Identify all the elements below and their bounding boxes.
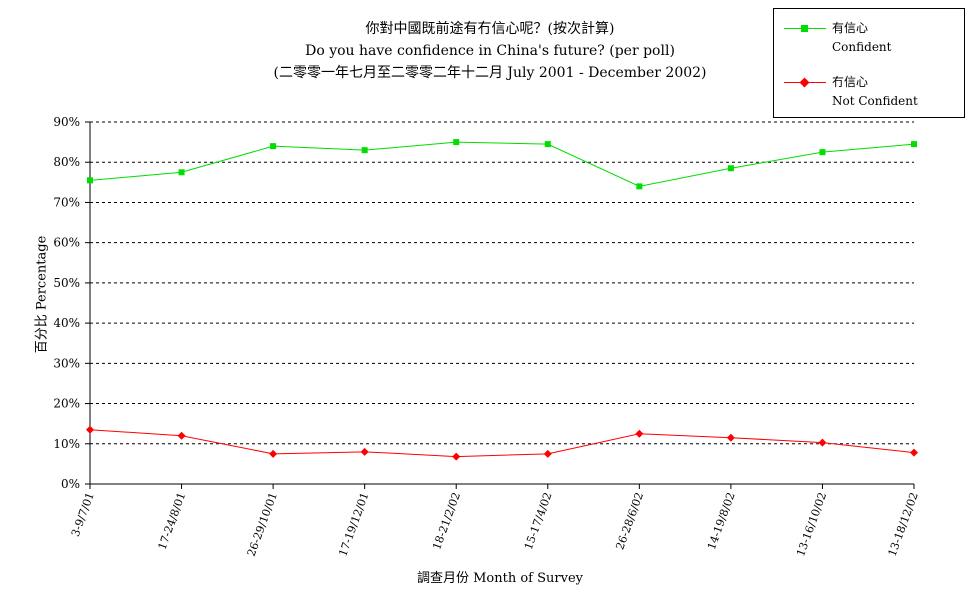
y-tick-label: 60% xyxy=(53,236,80,250)
data-point xyxy=(452,452,461,461)
data-point xyxy=(269,449,278,458)
data-point xyxy=(544,141,551,148)
legend-item-not-confident: 冇信心 Not Confident xyxy=(774,73,964,113)
chart-title: 你對中國既前途有冇信心呢？(按次計算) xyxy=(365,21,615,37)
series-group xyxy=(86,139,918,461)
x-tick-label: 26-29/10/01 xyxy=(245,491,280,559)
y-tick-label: 90% xyxy=(53,115,80,129)
data-point xyxy=(726,433,735,442)
data-point xyxy=(819,149,826,156)
legend-item-confident: 有信心 Confident xyxy=(774,19,964,59)
x-tick-label: 14-19/8/02 xyxy=(705,491,738,552)
y-tick-label: 30% xyxy=(53,356,80,370)
legend-label-confident-en: Confident xyxy=(832,40,892,54)
chart-subtitle: Do you have confidence in China's future… xyxy=(305,43,675,59)
data-point xyxy=(635,429,644,438)
axes xyxy=(85,121,915,489)
data-point xyxy=(911,141,917,148)
series-line xyxy=(89,429,915,458)
y-tick-label: 80% xyxy=(53,155,80,169)
x-tick-label: 17-19/12/01 xyxy=(336,491,371,559)
data-point xyxy=(86,425,94,434)
data-point xyxy=(360,447,369,456)
legend: 有信心 Confident 冇信心 Not Confident xyxy=(773,8,965,118)
data-point xyxy=(270,143,277,150)
data-point xyxy=(177,431,186,440)
x-tick-label: 18-21/2/02 xyxy=(430,491,463,552)
series-line xyxy=(89,141,915,187)
x-tick-label: 13-18/12/02 xyxy=(886,491,921,559)
x-tick-label: 17-24/8/01 xyxy=(156,491,189,552)
x-tick-label: 3-9/7/01 xyxy=(69,491,97,539)
y-tick-label: 40% xyxy=(53,316,80,330)
y-tick-label: 70% xyxy=(53,195,80,209)
data-point xyxy=(910,448,918,457)
data-point xyxy=(453,139,460,146)
y-tick-labels: 0% 10% 20% 30% 40% 50% 60% 70% 80% 90% xyxy=(53,115,80,491)
series-confident xyxy=(87,139,917,190)
legend-label-not-confident-zh: 冇信心 xyxy=(832,75,869,89)
legend-label-confident-zh: 有信心 xyxy=(832,21,869,35)
data-point xyxy=(727,165,734,172)
legend-label-not-confident-en: Not Confident xyxy=(832,94,918,108)
legend-marker-confident xyxy=(801,25,808,32)
gridlines xyxy=(90,121,914,445)
x-tick-label: 26-28/6/02 xyxy=(613,491,646,552)
x-tick-label: 13-16/10/02 xyxy=(794,491,829,559)
y-axis-label: 百分比 Percentage xyxy=(34,235,50,354)
x-tick-label: 15-17/4/02 xyxy=(522,491,555,552)
data-point xyxy=(818,438,827,447)
chart-period: (二零零一年七月至二零零二年十二月 July 2001 - December 2… xyxy=(273,65,707,81)
y-tick-label: 20% xyxy=(53,397,80,411)
legend-marker-not-confident xyxy=(799,77,810,88)
y-tick-label: 50% xyxy=(53,276,80,290)
series-not-confident xyxy=(86,425,918,461)
data-point xyxy=(361,147,368,154)
x-axis-label: 調查月份 Month of Survey xyxy=(416,571,584,586)
y-tick-label: 0% xyxy=(61,477,80,491)
data-point xyxy=(636,183,643,190)
y-tick-label: 10% xyxy=(53,437,80,451)
data-point xyxy=(543,449,552,458)
data-point xyxy=(178,169,185,176)
chart-title-block: 你對中國既前途有冇信心呢？(按次計算) Do you have confiden… xyxy=(180,18,800,84)
data-point xyxy=(87,177,93,184)
x-tick-labels: 3-9/7/01 17-24/8/01 26-29/10/01 17-19/12/01… xyxy=(69,491,921,559)
